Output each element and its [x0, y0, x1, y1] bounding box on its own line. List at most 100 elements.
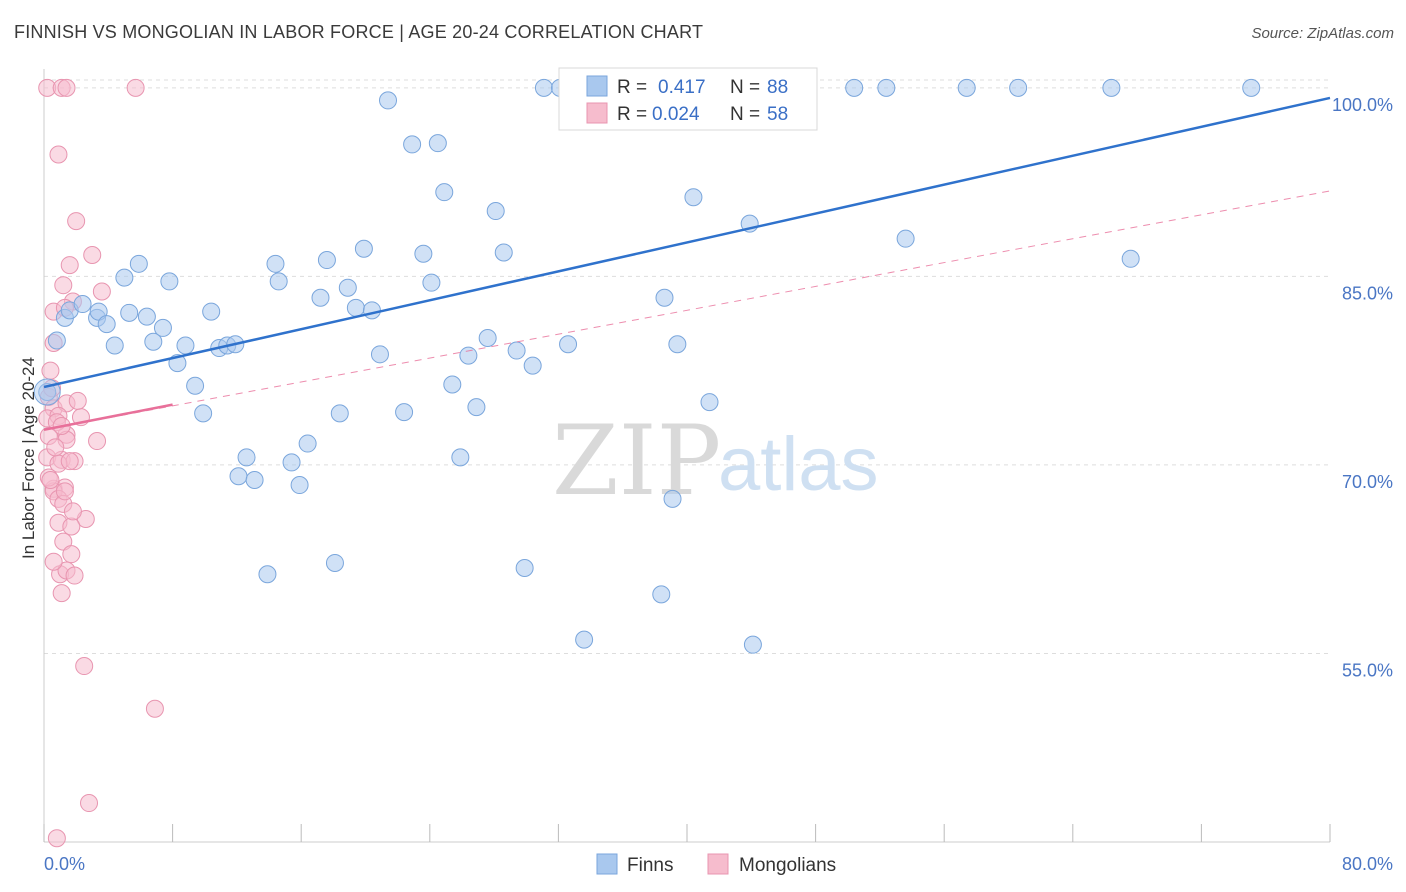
watermark: ZIP atlas — [552, 405, 879, 517]
finns-point-59 — [534, 78, 553, 97]
watermark-zip: ZIP — [552, 405, 721, 517]
finns-point-81 — [957, 78, 976, 97]
finns-point-32 — [298, 434, 317, 453]
finns-point-44 — [403, 135, 422, 154]
finns-point-48 — [435, 183, 454, 202]
gridlines — [44, 79, 1330, 654]
legend-swatch-mongolians — [586, 102, 608, 124]
finns-point-72 — [700, 393, 719, 412]
mongolians-trend-extension — [43, 190, 1331, 431]
finns-point-30 — [282, 453, 301, 472]
y-tick-label-3: 100.0% — [1332, 95, 1393, 115]
x-tick-label-max: 80.0% — [1342, 854, 1393, 874]
finns-point-4 — [73, 295, 92, 314]
finns-point-61 — [559, 335, 578, 354]
source-credit: Source: ZipAtlas.com — [1251, 25, 1394, 42]
finns-point-19 — [194, 404, 213, 423]
finns-point-69 — [663, 489, 682, 508]
y-tick-labels: 55.0% 70.0% 85.0% 100.0% — [1332, 95, 1393, 681]
finns-point-50 — [451, 448, 470, 467]
finns-point-38 — [346, 298, 365, 317]
finns-point-47 — [428, 134, 447, 153]
mongolians-point-51 — [55, 482, 74, 501]
finns-point-13 — [144, 332, 163, 351]
mongolians-point-4 — [49, 145, 68, 164]
finns-point-large — [33, 378, 61, 406]
finns-point-68 — [655, 288, 674, 307]
bottom-legend-finns: Finns — [627, 855, 673, 876]
finns-point-1 — [47, 331, 66, 350]
finns-point-43 — [395, 403, 414, 422]
mongolians-point-56 — [63, 502, 82, 521]
finns-point-10 — [120, 303, 139, 322]
finns-point-85 — [1242, 78, 1261, 97]
mongolians-point-45 — [80, 794, 99, 813]
watermark-atlas: atlas — [718, 422, 879, 507]
finns-point-35 — [325, 553, 344, 572]
trend-lines — [43, 96, 1331, 431]
finns-point-27 — [258, 565, 277, 584]
finns-point-33 — [311, 288, 330, 307]
mongolians-point-37 — [54, 532, 73, 551]
mongolians-point-52 — [68, 391, 87, 410]
legend-mongolians-r-value: 0.024 — [652, 104, 700, 125]
finns-point-17 — [176, 336, 195, 355]
finns-point-54 — [486, 202, 505, 221]
y-tick-label-1: 70.0% — [1342, 472, 1393, 492]
finns-trend-line — [43, 96, 1331, 389]
finns-points — [33, 78, 1261, 654]
finns-point-42 — [379, 91, 398, 110]
mongolians-trend-line — [43, 403, 173, 431]
finns-point-67 — [652, 585, 671, 604]
mongolians-point-55 — [41, 471, 60, 490]
finns-point-51 — [459, 346, 478, 365]
finns-point-20 — [202, 302, 221, 321]
finns-point-75 — [743, 635, 762, 654]
finns-point-70 — [668, 335, 687, 354]
mongolians-point-8 — [54, 276, 73, 295]
mongolians-point-10 — [92, 282, 111, 301]
legend-finns-n-label: N = — [730, 77, 760, 98]
finns-point-7 — [97, 315, 116, 334]
finns-point-6 — [89, 302, 108, 321]
chart-title: FINNISH VS MONGOLIAN IN LABOR FORCE | AG… — [14, 22, 704, 42]
finns-point-57 — [515, 558, 534, 577]
finns-point-71 — [684, 188, 703, 207]
finns-point-25 — [229, 467, 248, 486]
finns-point-79 — [877, 78, 896, 97]
finns-point-45 — [414, 244, 433, 263]
finns-point-58 — [523, 356, 542, 375]
finns-point-8 — [105, 336, 124, 355]
bottom-legend-swatch-finns — [596, 853, 618, 875]
legend-mongolians-n-value: 58 — [767, 104, 788, 125]
finns-point-36 — [330, 404, 349, 423]
y-tick-label-0: 55.0% — [1342, 660, 1393, 680]
finns-point-53 — [478, 328, 497, 347]
mongolians-point-57 — [44, 552, 63, 571]
mongolians-point-24 — [88, 432, 107, 451]
mongolians-point-6 — [60, 256, 79, 275]
legend-finns-r-label: R = — [617, 77, 647, 98]
finns-point-40 — [362, 301, 381, 320]
finns-point-34 — [317, 251, 336, 270]
y-axis-title: In Labor Force | Age 20-24 — [19, 357, 38, 559]
mongolians-point-53 — [46, 438, 65, 457]
mongolians-point-14 — [41, 361, 60, 380]
finns-point-9 — [115, 268, 134, 287]
legend-finns-n-value: 88 — [767, 77, 788, 98]
finns-point-31 — [290, 476, 309, 495]
series-legend: Finns Mongolians — [596, 853, 836, 876]
finns-point-62 — [575, 630, 594, 649]
mongolians-point-43 — [75, 657, 94, 676]
bottom-legend-mongolians: Mongolians — [739, 855, 836, 876]
finns-point-55 — [494, 243, 513, 262]
finns-point-11 — [129, 254, 148, 273]
mongolians-point-42 — [52, 584, 71, 603]
finns-point-12 — [137, 307, 156, 326]
finns-point-56 — [507, 341, 526, 360]
finns-point-39 — [354, 239, 373, 258]
finns-point-52 — [467, 398, 486, 417]
x-tick-label-min: 0.0% — [44, 854, 85, 874]
legend-swatch-finns — [586, 75, 608, 97]
legend-mongolians-r-label: R = — [617, 104, 647, 125]
